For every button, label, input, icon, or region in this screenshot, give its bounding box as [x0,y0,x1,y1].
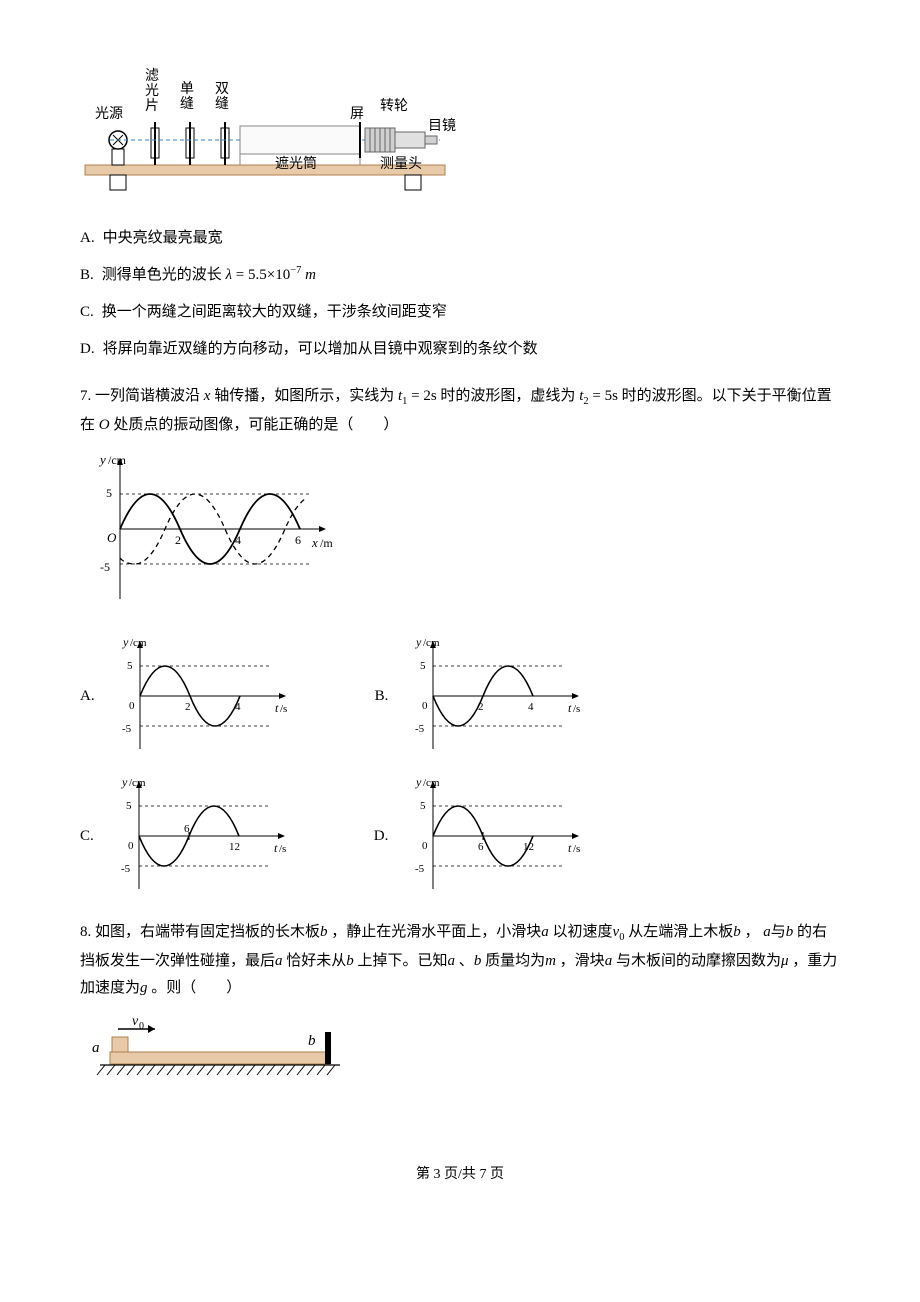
svg-text:t: t [274,841,278,855]
svg-text:y: y [98,452,106,467]
chart-d: y/cm t/s 5 -5 0 6 12 [398,774,588,899]
svg-text:5: 5 [106,486,112,500]
block-a-label: a [92,1040,100,1056]
svg-text:12: 12 [229,841,240,853]
svg-text:6: 6 [478,841,484,853]
svg-text:4: 4 [528,701,534,713]
svg-text:5: 5 [126,800,132,812]
svg-text:-5: -5 [122,723,132,735]
svg-text:0: 0 [139,1021,144,1032]
q7-options-row-2: C. y/cm t/s 5 -5 0 6 12 D. y/cm t/s 5 - [80,774,840,899]
svg-text:0: 0 [422,700,428,712]
single-slit-label1: 单 [180,81,194,97]
double-slit-label2: 缝 [215,96,229,112]
double-slit-label1: 双 [215,81,229,97]
screen-label: 屏 [350,107,364,122]
single-slit-label2: 缝 [180,96,194,112]
option-letter: C. [80,299,94,326]
svg-text:t: t [275,701,279,715]
q7-option-c: C. y/cm t/s 5 -5 0 6 12 [80,774,294,899]
wheel-label: 转轮 [380,98,408,114]
svg-text:-5: -5 [121,863,131,875]
svg-text:2: 2 [185,701,191,713]
svg-text:O: O [107,530,117,545]
svg-text:v: v [132,1017,139,1029]
svg-text:-5: -5 [100,560,110,574]
q6-option-b: B. 测得单色光的波长 λ = 5.5×10−7 m [80,262,840,289]
svg-text:/s: /s [573,843,580,855]
question-number: 8. [80,924,91,940]
svg-text:y: y [415,635,422,649]
svg-text:x: x [311,535,318,550]
chart-c: y/cm t/s 5 -5 0 6 12 [104,774,294,899]
svg-text:0: 0 [128,840,134,852]
option-text: 将屏向靠近双缝的方向移动，可以增加从目镜中观察到的条纹个数 [103,336,538,363]
option-letter: D. [80,336,95,363]
svg-text:0: 0 [422,840,428,852]
svg-text:t: t [568,701,572,715]
svg-text:/cm: /cm [423,777,440,789]
option-letter: B. [375,683,389,710]
chart-b: y/cm t/s 5 -5 0 2 4 [398,634,588,759]
q8-block-board-diagram: v0 a b [80,1017,840,1102]
svg-text:6: 6 [295,533,301,547]
filter-label2: 光 [145,83,159,99]
q7-main-wave-chart: y/cm x/m O 5 -5 2 4 6 [80,449,840,619]
option-text: 中央亮纹最亮最宽 [103,225,223,252]
eyepiece-label: 目镜 [428,118,456,134]
option-text: 换一个两缝之间距离较大的双缝，干涉条纹间距变窄 [102,299,447,326]
light-source-label: 光源 [95,106,123,122]
svg-text:-5: -5 [415,863,425,875]
board-b-label: b [308,1033,316,1049]
svg-text:/m: /m [320,536,333,550]
q6-option-c: C. 换一个两缝之间距离较大的双缝，干涉条纹间距变窄 [80,299,840,326]
double-slit-apparatus-diagram: 光源 滤 光 片 单 缝 双 缝 遮光筒 屏 转轮 [80,60,840,210]
svg-text:/s: /s [573,703,580,715]
chart-a: y/cm t/s 5 -5 0 2 4 [105,634,295,759]
q6-option-a: A. 中央亮纹最亮最宽 [80,225,840,252]
option-letter: B. [80,262,94,289]
option-letter: C. [80,823,94,850]
question-7: 7. 一列简谐横波沿 x 轴传播，如图所示，实线为 t1 = 2s 时的波形图，… [80,383,840,439]
filter-label3: 片 [145,98,159,114]
filter-label1: 滤 [145,68,159,84]
svg-text:5: 5 [420,660,426,672]
q7-option-b: B. y/cm t/s 5 -5 0 2 4 [375,634,589,759]
option-text: 测得单色光的波长 λ = 5.5×10−7 m [102,262,316,289]
question-number: 7. [80,388,91,404]
option-letter: A. [80,683,95,710]
q6-option-d: D. 将屏向靠近双缝的方向移动，可以增加从目镜中观察到的条纹个数 [80,336,840,363]
svg-text:y: y [415,775,422,789]
svg-text:/s: /s [279,843,286,855]
question-8: 8. 如图，右端带有固定挡板的长木板b ，静止在光滑水平面上，小滑块a 以初速度… [80,919,840,1002]
svg-text:y: y [121,775,128,789]
svg-text:t: t [568,841,572,855]
svg-text:/s: /s [280,703,287,715]
svg-text:5: 5 [420,800,426,812]
option-letter: D. [374,823,389,850]
svg-text:y: y [122,635,129,649]
q7-option-d: D. y/cm t/s 5 -5 0 6 12 [374,774,589,899]
svg-text:/cm: /cm [108,453,127,467]
svg-text:0: 0 [129,700,135,712]
option-letter: A. [80,225,95,252]
svg-text:/cm: /cm [423,637,440,649]
svg-text:5: 5 [127,660,133,672]
svg-text:-5: -5 [415,723,425,735]
svg-text:/cm: /cm [130,637,147,649]
svg-text:/cm: /cm [129,777,146,789]
svg-text:2: 2 [175,533,181,547]
q7-option-a: A. y/cm t/s 5 -5 0 2 4 [80,634,295,759]
measure-head-label: 测量头 [380,156,422,172]
page-footer: 第 3 页/共 7 页 [80,1162,840,1187]
shield-tube-label: 遮光筒 [275,155,317,172]
q7-options-row-1: A. y/cm t/s 5 -5 0 2 4 B. y/cm t/s 5 -5 [80,634,840,759]
